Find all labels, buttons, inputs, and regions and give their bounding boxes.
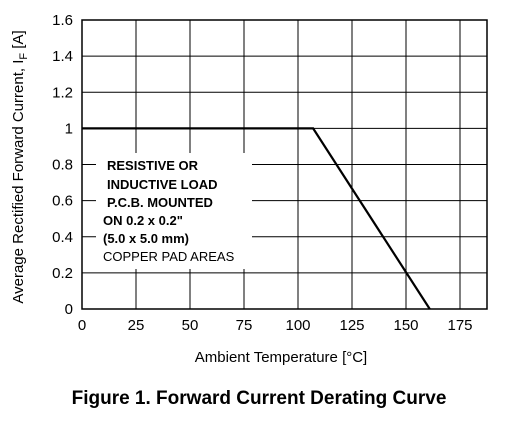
annotation-background <box>96 153 252 269</box>
annotation-box: RESISTIVE OR INDUCTIVE LOAD P.C.B. MOUNT… <box>103 158 235 264</box>
annotation-line-4: ON 0.2 x 0.2" <box>103 213 183 228</box>
derating-curve <box>82 127 431 310</box>
x-tick-label: 100 <box>285 317 310 334</box>
y-tick-label: 0.8 <box>52 157 73 174</box>
x-tick-label: 75 <box>236 317 253 334</box>
annotation-line-6: COPPER PAD AREAS <box>103 249 235 264</box>
x-tick-label: 150 <box>393 317 418 334</box>
x-axis-ticks: 0 25 50 75 100 125 150 175 <box>78 317 473 334</box>
annotation-line-2: INDUCTIVE LOAD <box>107 177 218 192</box>
plot-area-frame <box>81 19 488 310</box>
y-axis-title: Average Rectified Forward Current, IF [A… <box>10 30 30 303</box>
y-tick-label: 0.2 <box>52 265 73 282</box>
y-tick-label: 0 <box>65 301 73 318</box>
annotation-line-5: (5.0 x 5.0 mm) <box>103 231 189 246</box>
x-tick-label: 0 <box>78 317 86 334</box>
figure-caption: Figure 1. Forward Current Derating Curve <box>71 388 447 409</box>
y-axis-title-unit: [A] <box>10 30 27 53</box>
x-tick-label: 175 <box>447 317 472 334</box>
y-tick-label: 0.4 <box>52 229 73 246</box>
annotation-line-1: RESISTIVE OR <box>107 158 199 173</box>
y-tick-label: 1.2 <box>52 84 73 101</box>
y-tick-label: 1 <box>65 120 73 137</box>
x-tick-label: 25 <box>128 317 145 334</box>
y-tick-label: 1.4 <box>52 48 73 65</box>
y-axis-title-subscript: F <box>18 53 30 60</box>
derating-chart: 0 25 50 75 100 125 150 175 0 0.2 0.4 0.6 0.8 1 1.2 1.4… <box>10 12 488 366</box>
y-axis-title-main: Average Rectified Forward Current, I <box>10 60 27 304</box>
annotation-line-3: P.C.B. MOUNTED <box>107 195 213 210</box>
x-axis-title: Ambient Temperature [°C] <box>195 349 367 366</box>
y-tick-label: 0.6 <box>52 193 73 210</box>
x-tick-label: 50 <box>182 317 199 334</box>
y-axis-ticks: 0 0.2 0.4 0.6 0.8 1 1.2 1.4 1.6 <box>52 12 73 318</box>
x-tick-label: 125 <box>339 317 364 334</box>
y-tick-label: 1.6 <box>52 12 73 29</box>
